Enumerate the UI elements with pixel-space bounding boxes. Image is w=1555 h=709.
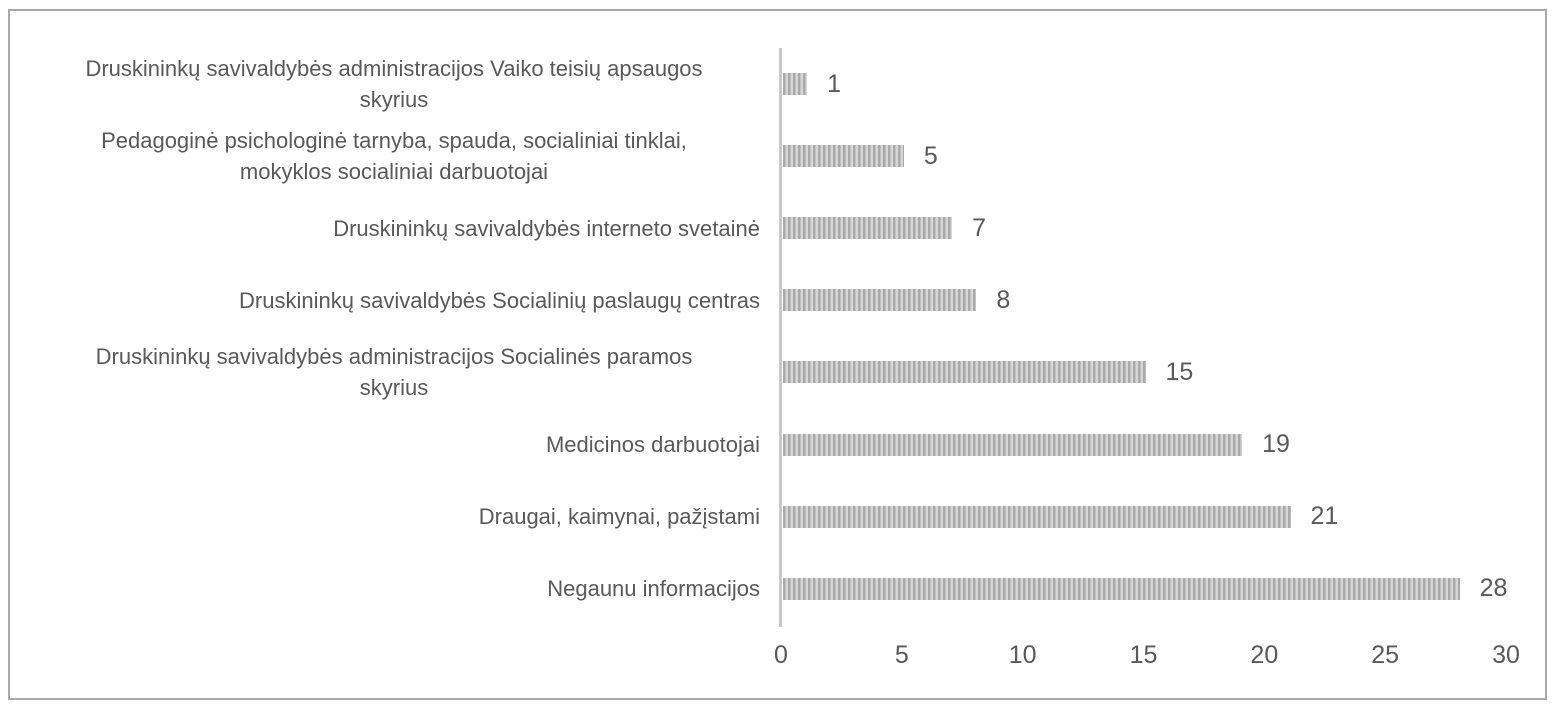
bar-row: Druskininkų savivaldybės interneto sveta…: [0, 192, 1555, 264]
x-axis-tick-label: 0: [774, 641, 788, 669]
value-label: 1: [827, 69, 842, 98]
bar: [783, 289, 977, 312]
bar-row: Pedagoginė psichologinė tarnyba, spauda,…: [0, 120, 1555, 192]
x-axis-tick-label: 5: [894, 641, 909, 669]
bar: [783, 217, 953, 240]
value-label: 19: [1262, 430, 1290, 459]
bar: [783, 145, 904, 168]
y-axis-line: [779, 48, 782, 627]
category-label: Negaunu informacijos: [547, 576, 760, 602]
value-label: 28: [1479, 574, 1508, 603]
value-label: 5: [923, 141, 938, 170]
bar-row: Draugai, kaimynai, pažįstami 21: [0, 481, 1555, 553]
category-label: Druskininkų savivaldybės Socialinių pasl…: [239, 287, 760, 313]
category-label: Druskininkų savivaldybės administracijos…: [85, 56, 703, 112]
x-axis-tick-label: 30: [1492, 641, 1520, 669]
bar-row: Medicinos darbuotojai 19: [0, 409, 1555, 481]
x-axis-tick-label: 25: [1371, 641, 1400, 669]
bar: [783, 577, 1460, 600]
value-label: 8: [996, 285, 1011, 314]
bar-row: Druskininkų savivaldybės administracijos…: [0, 48, 1555, 120]
value-label: 15: [1165, 357, 1194, 386]
x-axis-tick-label: 20: [1250, 641, 1279, 669]
bar: [783, 433, 1243, 456]
category-label: Draugai, kaimynai, pažįstami: [478, 504, 760, 530]
bar-row: Druskininkų savivaldybės administracijos…: [0, 336, 1555, 408]
category-label: Druskininkų savivaldybės interneto sveta…: [333, 215, 760, 241]
x-axis-tick-label: 10: [1008, 641, 1037, 669]
bar-row: Druskininkų savivaldybės Socialinių pasl…: [0, 264, 1555, 336]
bar-row: Negaunu informacijos 28: [0, 553, 1555, 625]
x-axis-tick-label: 15: [1129, 641, 1158, 669]
category-label: Medicinos darbuotojai: [545, 432, 760, 457]
bar: [783, 73, 808, 96]
category-label: Druskininkų savivaldybės administracijos…: [95, 344, 693, 401]
value-label: 21: [1310, 502, 1339, 531]
bar: [783, 505, 1291, 528]
bar: [783, 361, 1146, 384]
value-label: 7: [972, 213, 987, 242]
category-label: Pedagoginė psichologinė tarnyba, spauda,…: [101, 128, 687, 185]
